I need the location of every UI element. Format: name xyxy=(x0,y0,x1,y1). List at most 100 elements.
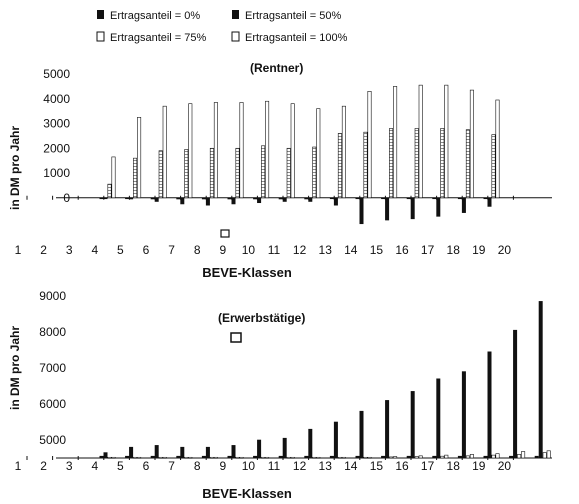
bar-erwerb-0-8 xyxy=(201,455,206,459)
bar-rentner-3-17 xyxy=(444,84,449,199)
x-tick-label: 15 xyxy=(370,243,384,257)
x-tick-label: 7 xyxy=(168,459,175,473)
bar-erwerb-3-8 xyxy=(213,456,218,459)
x-tick-label: 20 xyxy=(498,243,512,257)
bar-rentner-0-18 xyxy=(457,197,462,200)
bar-rentner-3-13 xyxy=(341,105,346,199)
x-tick-label: 15 xyxy=(370,459,384,473)
bar-rentner-1-13 xyxy=(333,197,338,206)
bar-rentner-1-12 xyxy=(308,197,313,202)
bar-rentner-1-17 xyxy=(436,197,441,217)
x-tick-label: 14 xyxy=(344,459,358,473)
bar-rentner-2-15 xyxy=(389,128,394,199)
bar-erwerb-0-20 xyxy=(509,455,514,459)
scan-artifact-mark-2 xyxy=(230,332,242,343)
bar-rentner-3-11 xyxy=(290,103,295,199)
x-tick-label: 4 xyxy=(91,459,98,473)
bar-erwerb-2-19 xyxy=(491,454,496,459)
bar-erwerb-2-14 xyxy=(363,456,368,459)
x-tick-label: 9 xyxy=(219,243,226,257)
x-tick-label: 6 xyxy=(143,243,150,257)
bar-erwerb-2-17 xyxy=(440,455,445,459)
bar-rentner-0-10 xyxy=(253,197,258,200)
x-tick-label: 11 xyxy=(268,459,281,473)
bar-erwerb-2-8 xyxy=(209,456,214,459)
bar-rentner-0-13 xyxy=(329,197,334,200)
bar-erwerb-2-12 xyxy=(312,456,317,459)
bar-erwerb-3-13 xyxy=(341,456,346,459)
bar-rentner-1-9 xyxy=(231,197,236,205)
bar-rentner-0-15 xyxy=(381,197,386,200)
x-tick-label: 12 xyxy=(293,459,307,473)
bar-erwerb-0-12 xyxy=(304,455,309,459)
bar-erwerb-3-4 xyxy=(111,456,116,459)
bar-rentner-1-14 xyxy=(359,197,364,225)
bar-rentner-2-11 xyxy=(286,147,291,199)
y-tick-label: 5000 xyxy=(43,67,70,81)
bar-erwerb-2-7 xyxy=(184,456,189,459)
bar-rentner-1-8 xyxy=(205,197,210,206)
x-axis-label-erwerbstaetige: BEVE-Klassen xyxy=(202,486,292,501)
bar-erwerb-1-11 xyxy=(282,437,287,459)
bar-erwerb-1-21 xyxy=(538,301,543,459)
legend-swatch-100 xyxy=(231,31,240,42)
x-tick-label: 13 xyxy=(319,243,333,257)
bar-erwerb-3-16 xyxy=(418,455,423,459)
bar-erwerb-2-9 xyxy=(235,456,240,459)
bar-erwerb-2-11 xyxy=(286,456,291,459)
bar-erwerb-3-7 xyxy=(188,456,193,459)
x-tick-label: 2 xyxy=(40,459,47,473)
x-tick-label: 7 xyxy=(168,243,175,257)
bar-erwerb-3-9 xyxy=(239,456,244,459)
x-tick-label: 5 xyxy=(117,243,124,257)
bar-rentner-3-14 xyxy=(367,91,372,199)
bar-erwerb-0-11 xyxy=(278,455,283,459)
bar-erwerb-0-21 xyxy=(534,455,539,459)
bar-erwerb-2-15 xyxy=(389,456,394,459)
bar-erwerb-0-10 xyxy=(253,455,258,459)
bar-erwerb-3-21 xyxy=(546,450,551,459)
bar-erwerb-3-20 xyxy=(521,451,526,459)
bar-rentner-2-7 xyxy=(184,149,189,199)
y-tick-label: 1000 xyxy=(43,166,70,180)
x-tick-label: 3 xyxy=(66,459,73,473)
bar-rentner-2-14 xyxy=(363,131,368,199)
legend-label-75: Ertragsanteil = 75% xyxy=(110,32,207,44)
bar-rentner-2-19 xyxy=(491,134,496,199)
bar-erwerb-0-18 xyxy=(457,455,462,459)
bar-erwerb-1-13 xyxy=(333,421,338,459)
bar-erwerb-2-5 xyxy=(133,456,138,459)
y-axis-label-rentner: in DM pro Jahr xyxy=(8,126,22,210)
bar-erwerb-3-18 xyxy=(469,454,474,459)
x-tick-label: 1 xyxy=(15,459,22,473)
bar-rentner-1-11 xyxy=(282,197,287,202)
x-tick-label: 4 xyxy=(91,243,98,257)
bar-erwerb-0-13 xyxy=(329,455,334,459)
y-tick-label: 4000 xyxy=(43,92,70,106)
bar-erwerb-1-15 xyxy=(385,400,390,459)
bar-erwerb-2-21 xyxy=(542,452,547,459)
x-tick-label: 6 xyxy=(143,459,150,473)
bar-rentner-3-6 xyxy=(162,105,167,199)
bar-erwerb-3-6 xyxy=(162,456,167,459)
chart-title-rentner: (Rentner) xyxy=(250,61,303,75)
bar-rentner-0-5 xyxy=(125,197,130,200)
legend-swatch-50 xyxy=(232,10,239,19)
bar-rentner-0-12 xyxy=(304,197,309,200)
bar-rentner-2-17 xyxy=(440,128,445,199)
bar-erwerb-1-14 xyxy=(359,410,364,459)
bar-erwerb-3-15 xyxy=(393,456,398,459)
scan-artifact-mark xyxy=(220,229,230,238)
bar-erwerb-1-5 xyxy=(129,446,134,459)
y-tick-label: 9000 xyxy=(39,289,66,303)
x-tick-label: 20 xyxy=(498,459,512,473)
bar-erwerb-2-16 xyxy=(414,456,419,459)
bar-erwerb-3-11 xyxy=(290,456,295,459)
bar-erwerb-1-19 xyxy=(487,351,492,459)
bar-erwerb-0-5 xyxy=(125,455,130,459)
bar-erwerb-0-15 xyxy=(381,455,386,459)
x-tick-label: 10 xyxy=(242,459,256,473)
bar-rentner-0-8 xyxy=(201,197,206,200)
y-tick-label: 7000 xyxy=(39,361,66,375)
